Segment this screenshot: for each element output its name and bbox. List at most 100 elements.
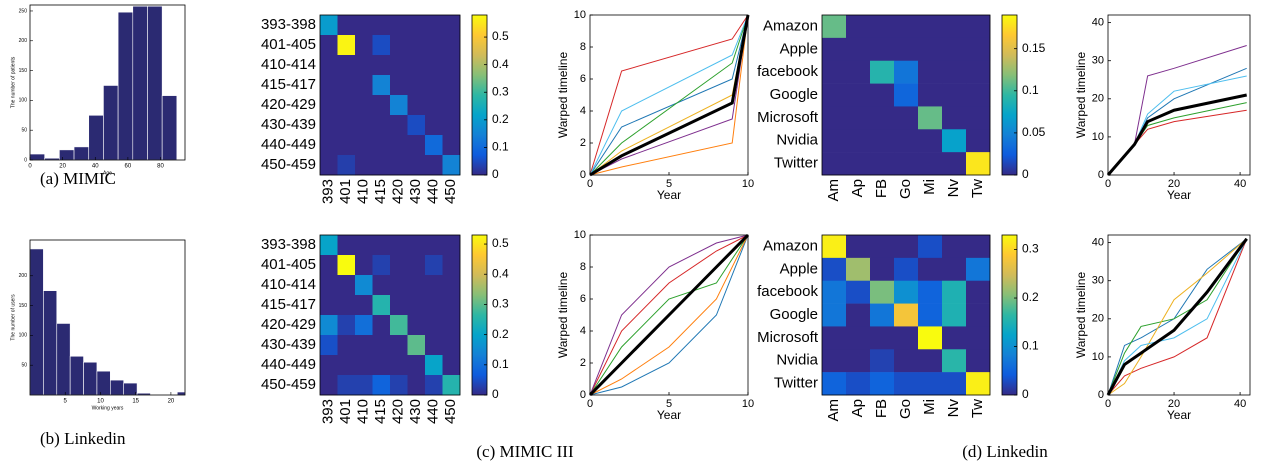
heat-cell xyxy=(822,15,847,39)
heat-cell xyxy=(390,55,408,76)
row-label: 410-414 xyxy=(261,276,316,293)
heat-cell xyxy=(966,280,991,304)
heat-cell xyxy=(337,15,356,36)
heat-cell xyxy=(822,257,847,282)
heat-cell xyxy=(966,106,991,130)
heat-cell xyxy=(870,37,895,62)
y-tick-label: 2 xyxy=(580,137,586,149)
heat-cell xyxy=(966,303,991,327)
column-label: Go xyxy=(897,179,914,199)
bar xyxy=(161,95,178,161)
series-line xyxy=(589,14,750,177)
heat-cell xyxy=(870,257,895,282)
column-label: 420 xyxy=(390,399,407,424)
row-label: Microsoft xyxy=(757,329,819,346)
bar xyxy=(96,370,111,396)
heat-cell xyxy=(407,375,426,396)
heat-cell xyxy=(870,129,895,153)
heat-cell xyxy=(355,295,373,316)
heat-cell xyxy=(320,115,338,136)
colorbar-tick-label: 0 xyxy=(492,387,499,401)
heat-cell xyxy=(320,275,338,296)
colorbar-tick-label: 0.4 xyxy=(492,266,509,280)
heat-cell xyxy=(966,129,991,153)
colorbar-tick-label: 0.3 xyxy=(492,84,509,98)
caption: (d) Linkedin xyxy=(962,442,1048,461)
heat-cell xyxy=(966,349,991,373)
heat-cell xyxy=(407,55,426,76)
row-label: 420-429 xyxy=(261,96,316,113)
y-tick-label: 2 xyxy=(580,357,586,369)
series-line xyxy=(1107,109,1247,176)
heat-cell xyxy=(337,255,356,276)
caption: (c) MIMIC III xyxy=(476,442,574,461)
heat-cell xyxy=(966,152,991,176)
heat-cell xyxy=(320,375,338,396)
heat-cell xyxy=(390,255,408,276)
heat-cell xyxy=(372,355,391,376)
heat-cell xyxy=(966,372,991,396)
heat-cell xyxy=(942,235,967,259)
y-tick-label: 4 xyxy=(580,325,586,337)
column-label: 420 xyxy=(390,179,407,204)
bar xyxy=(147,5,163,161)
heat-cell xyxy=(372,35,391,56)
heat-cell xyxy=(846,60,871,84)
heat-cell xyxy=(337,275,356,296)
heat-cell xyxy=(918,372,943,396)
heat-cell xyxy=(442,275,461,296)
heat-cell xyxy=(407,235,426,256)
series-line xyxy=(589,234,749,396)
heat-cell xyxy=(942,37,967,62)
heat-cell xyxy=(390,295,408,316)
bar xyxy=(56,323,71,396)
column-label: 401 xyxy=(337,179,354,204)
column-label: Mi xyxy=(921,179,938,195)
heat-cell xyxy=(337,115,356,136)
heat-cell xyxy=(966,326,991,350)
y-tick-label: 6 xyxy=(580,73,586,85)
heat-cell xyxy=(407,135,426,156)
series-line xyxy=(1107,238,1248,396)
column-label: Go xyxy=(897,399,914,419)
column-label: 450 xyxy=(442,179,459,204)
heat-cell xyxy=(918,152,943,176)
colorbar-tick-label: 0.5 xyxy=(492,236,509,250)
heat-cell xyxy=(942,60,967,84)
heat-cell xyxy=(822,60,847,84)
heat-cell xyxy=(390,275,408,296)
x-axis-label: Year xyxy=(1167,408,1191,422)
column-label: 393 xyxy=(320,399,337,424)
heat-cell xyxy=(390,75,408,96)
heat-cell xyxy=(320,55,338,76)
heat-cell xyxy=(942,303,967,327)
row-label: 430-439 xyxy=(261,116,316,133)
column-label: Nv xyxy=(945,399,962,418)
heat-cell xyxy=(846,15,871,39)
x-axis-label: Year xyxy=(657,408,681,422)
y-tick-label: 0 xyxy=(24,157,27,163)
row-label: 415-417 xyxy=(261,76,316,93)
bar xyxy=(69,355,84,396)
x-tick-label: 20 xyxy=(59,164,66,170)
heat-cell xyxy=(918,303,943,327)
heat-cell xyxy=(442,55,461,76)
heat-cell xyxy=(870,83,895,107)
heat-cell xyxy=(407,75,426,96)
heat-cell xyxy=(355,75,373,96)
row-label: 410-414 xyxy=(261,56,316,73)
heat-cell xyxy=(442,335,461,356)
axes-frame xyxy=(1107,14,1251,176)
y-tick-label: 6 xyxy=(580,293,586,305)
bar xyxy=(132,5,148,161)
colorbar-tick-label: 0.2 xyxy=(1022,290,1039,304)
heat-cell xyxy=(372,15,391,36)
heat-cell xyxy=(372,295,391,316)
row-label: Google xyxy=(770,86,818,103)
series-line xyxy=(589,14,749,176)
x-axis-label: Age xyxy=(103,170,112,176)
heat-cell xyxy=(355,35,373,56)
heat-cell xyxy=(337,55,356,76)
heat-cell xyxy=(846,257,871,282)
column-label: 440 xyxy=(425,399,442,424)
